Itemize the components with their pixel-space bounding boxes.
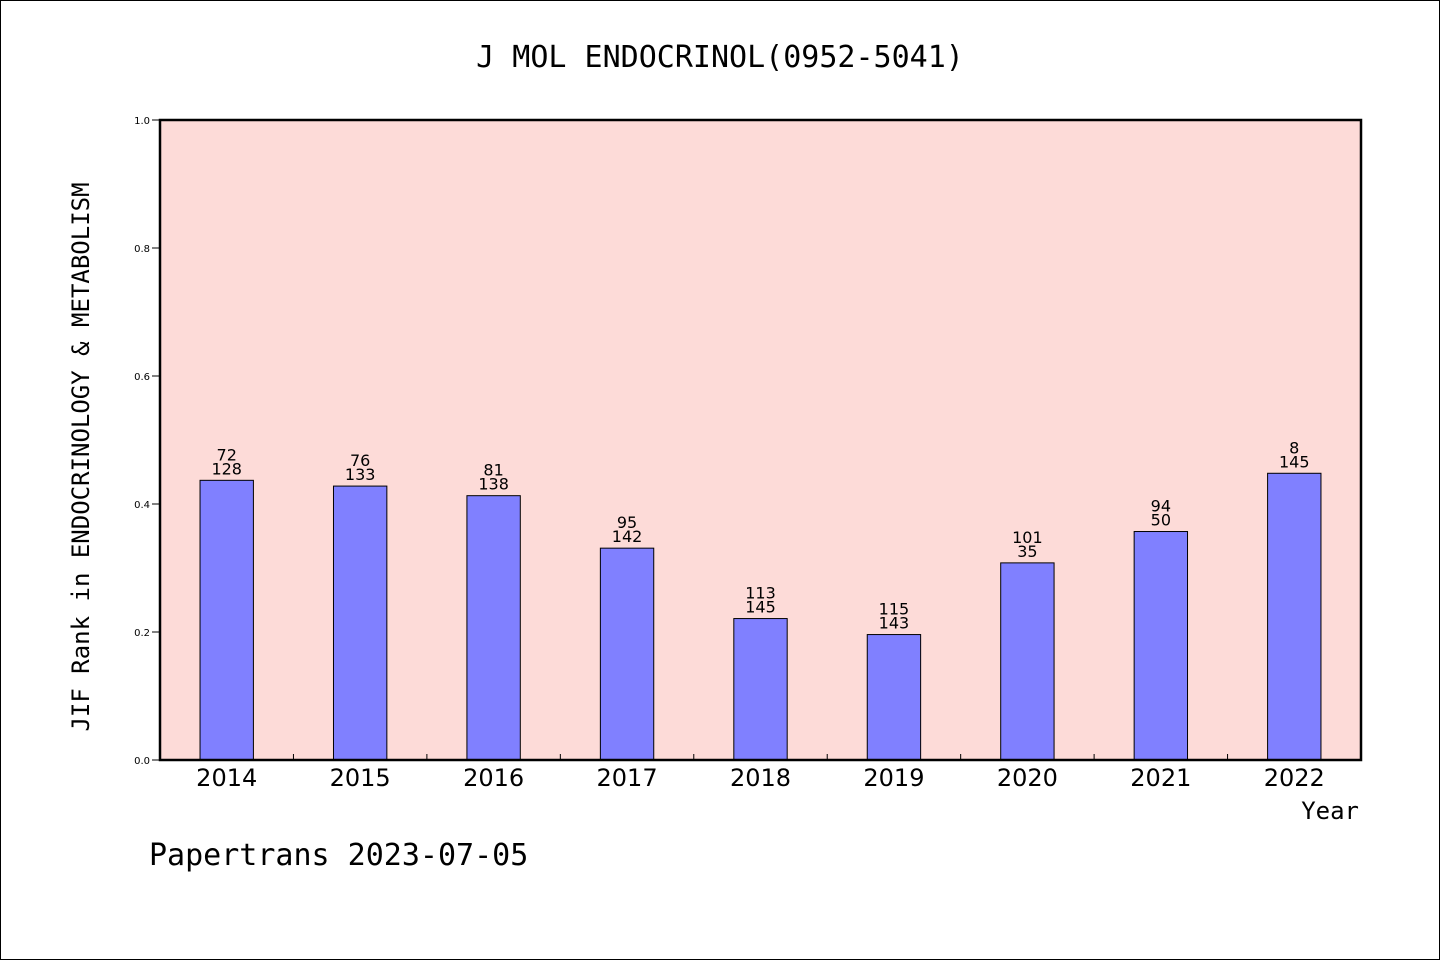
bar-2021 [1133,531,1189,761]
rank-label-2022: 8 [1289,438,1299,457]
bars-group [199,472,1322,761]
bar-2020 [1000,562,1055,761]
x-tick-label-2022: 2022 [1264,764,1325,792]
total-label-2014: 128 [211,459,242,478]
y-axis-label: JIF Rank in ENDOCRINOLOGY & METABOLISM [67,182,95,731]
y-axis: 0.0 0.2 0.4 0.6 0.8 1.0 [134,116,160,767]
rank-label-2021: 94 [1151,497,1171,516]
rank-label-2015: 76 [350,451,370,470]
y-tick-label-0.8: 0.8 [134,244,150,255]
chart-title: J MOL ENDOCRINOL(0952-5041) [476,40,964,75]
plot-border [158,118,1363,762]
total-label-2016: 138 [478,475,509,494]
y-tick-label-1.0: 1.0 [134,116,150,127]
x-axis: 2014 2015 2016 2017 2018 2019 2020 2021 2022 [196,754,1325,792]
bar-2017 [599,547,655,761]
bar-2022 [1267,472,1322,761]
x-tick-label-2016: 2016 [463,764,524,792]
x-tick-label-2021: 2021 [1130,764,1191,792]
x-axis-label: Year [1301,797,1359,825]
x-tick-label-2015: 2015 [330,764,391,792]
rank-label-2018: 113 [745,584,776,603]
rank-label-2016: 81 [483,461,503,480]
x-tick-label-2019: 2019 [863,764,924,792]
total-label-2020: 35 [1017,542,1037,561]
total-label-2022: 145 [1279,452,1310,471]
total-label-2021: 50 [1151,511,1171,530]
y-tick-label-0.0: 0.0 [134,756,150,767]
y-tick-label-0.2: 0.2 [134,628,150,639]
y-tick-label-0.4: 0.4 [134,500,150,511]
total-label-2015: 133 [345,465,376,484]
bar-2014 [199,479,254,761]
rank-label-2019: 115 [879,600,910,619]
total-label-2019: 143 [879,614,910,633]
rank-label-2014: 72 [217,445,237,464]
total-label-2017: 142 [612,527,643,546]
x-tick-label-2017: 2017 [597,764,658,792]
bar-2016 [466,495,521,761]
rank-label-2017: 95 [617,513,637,532]
x-tick-label-2014: 2014 [196,764,257,792]
bar-2019 [866,634,922,761]
x-tick-label-2018: 2018 [730,764,791,792]
rank-label-2020: 101 [1012,528,1043,547]
bar-2015 [332,485,388,761]
x-tick-label-2020: 2020 [997,764,1058,792]
total-label-2018: 145 [745,598,776,617]
footer-text: Papertrans 2023-07-05 [149,838,528,873]
bar-2018 [733,618,788,761]
y-tick-label-0.6: 0.6 [134,372,150,383]
